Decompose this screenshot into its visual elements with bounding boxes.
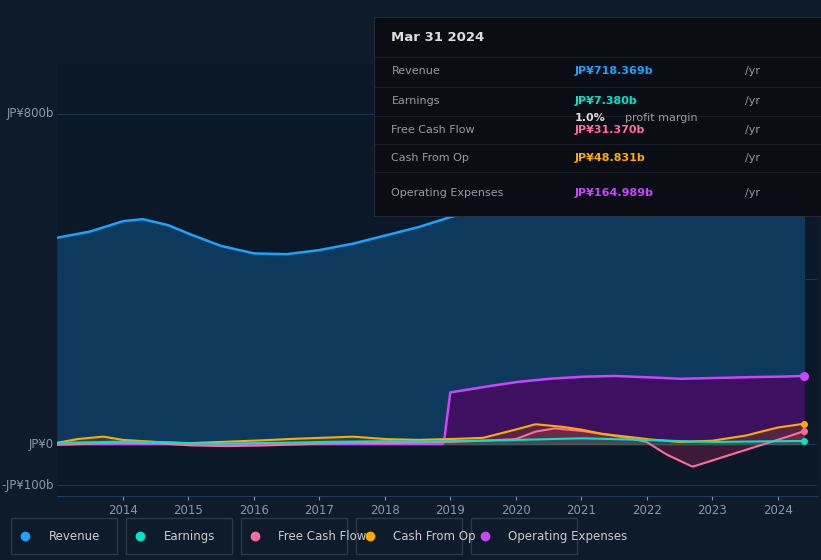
Text: Mar 31 2024: Mar 31 2024 [392,31,484,44]
Text: Free Cash Flow: Free Cash Flow [278,530,367,543]
Text: profit margin: profit margin [625,113,697,123]
Text: Earnings: Earnings [163,530,215,543]
Text: JP¥0: JP¥0 [29,437,53,451]
Text: Operating Expenses: Operating Expenses [392,188,504,198]
Text: /yr: /yr [745,188,760,198]
Text: Revenue: Revenue [48,530,100,543]
Bar [471,518,577,554]
Text: JP¥800b: JP¥800b [7,108,53,120]
Text: /yr: /yr [745,125,760,135]
Text: JP¥718.369b: JP¥718.369b [575,67,654,77]
Text: Cash From Op: Cash From Op [392,153,470,163]
Text: JP¥164.989b: JP¥164.989b [575,188,654,198]
Text: 1.0%: 1.0% [575,113,606,123]
Bar [356,518,462,554]
Text: Earnings: Earnings [392,96,440,106]
Text: Free Cash Flow: Free Cash Flow [392,125,475,135]
Text: Operating Expenses: Operating Expenses [508,530,627,543]
Text: /yr: /yr [745,96,760,106]
Text: /yr: /yr [745,67,760,77]
Text: Revenue: Revenue [392,67,440,77]
Text: -JP¥100b: -JP¥100b [1,479,53,492]
Text: JP¥48.831b: JP¥48.831b [575,153,645,163]
Text: Cash From Op: Cash From Op [393,530,475,543]
Text: JP¥7.380b: JP¥7.380b [575,96,638,106]
Text: /yr: /yr [745,153,760,163]
Bar [241,518,347,554]
Text: JP¥31.370b: JP¥31.370b [575,125,645,135]
Bar [11,518,117,554]
Bar [126,518,232,554]
